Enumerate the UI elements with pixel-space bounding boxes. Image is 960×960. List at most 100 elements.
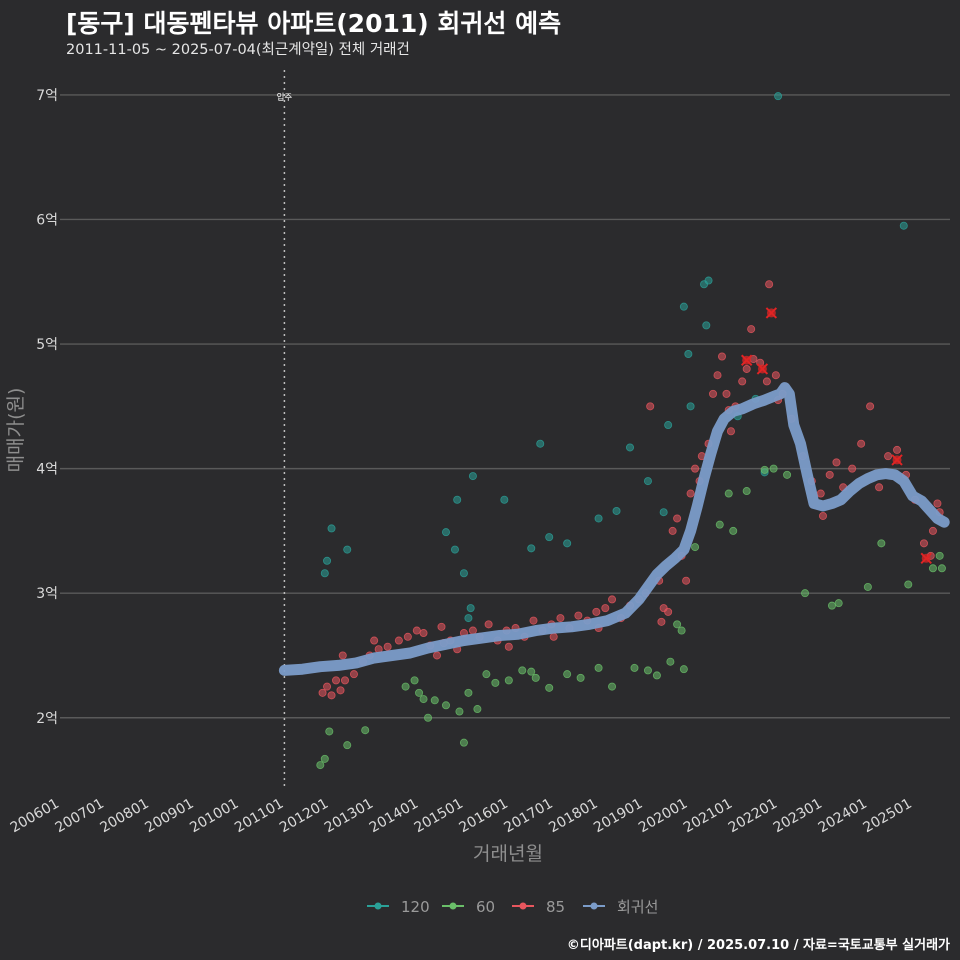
y-tick-label: 3억 (36, 586, 58, 602)
x-tick-label: 202001 (636, 796, 690, 837)
point-120 (686, 402, 695, 411)
recent-trade-x-icon (920, 552, 932, 565)
y-tick-label: 4억 (36, 462, 58, 478)
point-60 (594, 663, 603, 672)
legend-label: 60 (476, 898, 495, 916)
point-60 (424, 713, 433, 722)
point-60 (531, 673, 540, 682)
point-85 (349, 670, 358, 679)
point-120 (450, 545, 459, 554)
point-85 (816, 489, 825, 498)
point-85 (394, 636, 403, 645)
point-85 (608, 595, 617, 604)
point-120 (466, 604, 475, 613)
point-85 (718, 352, 727, 361)
point-60 (473, 705, 482, 714)
point-60 (904, 580, 913, 589)
point-60 (504, 676, 513, 685)
x-tick-label: 201201 (277, 796, 331, 837)
point-120 (536, 439, 545, 448)
point-85 (403, 632, 412, 641)
point-120 (441, 528, 450, 537)
point-85 (884, 452, 893, 461)
x-tick-label: 201601 (457, 796, 511, 837)
point-60 (415, 688, 424, 697)
x-tick-label: 202101 (681, 796, 735, 837)
point-60 (742, 487, 751, 496)
point-85 (419, 629, 428, 638)
point-85 (933, 499, 942, 508)
point-85 (726, 427, 735, 436)
point-85 (668, 526, 677, 535)
point-85 (332, 676, 341, 685)
point-85 (818, 511, 827, 520)
point-60 (877, 539, 886, 548)
chart-title: [동구] 대동펜타뷰 아파트(2011) 회귀선 예측 (66, 9, 562, 38)
y-tick-label: 6억 (36, 212, 58, 228)
point-60 (401, 682, 410, 691)
point-60 (410, 676, 419, 685)
point-85 (370, 636, 379, 645)
legend-label: 85 (546, 898, 565, 916)
point-60 (666, 657, 675, 666)
point-120 (464, 614, 473, 623)
point-120 (320, 569, 329, 578)
point-85 (327, 691, 336, 700)
point-60 (545, 683, 554, 692)
x-tick-label: 201401 (367, 796, 421, 837)
point-60 (783, 470, 792, 479)
point-60 (361, 726, 370, 735)
y-axis-title: 매매가(원) (5, 388, 27, 473)
point-85 (762, 377, 771, 386)
point-120 (702, 321, 711, 330)
point-85 (893, 445, 902, 454)
move-in-label: 입주 (277, 93, 293, 103)
point-120 (704, 276, 713, 285)
chart-subtitle: 2011-11-05 ~ 2025-07-04(최근계약일) 전체 거래건 (66, 42, 410, 58)
x-tick-label: 200801 (97, 796, 151, 837)
point-120 (453, 495, 462, 504)
point-85 (601, 604, 610, 613)
point-85 (875, 483, 884, 492)
x-axis-title: 거래년월 (473, 843, 543, 865)
point-85 (592, 607, 601, 616)
point-60 (491, 678, 500, 687)
point-85 (338, 651, 347, 660)
x-tick-label: 201101 (232, 796, 286, 837)
point-85 (323, 682, 332, 691)
point-85 (433, 651, 442, 660)
x-tick-label: 202201 (726, 796, 780, 837)
regression-line (278, 382, 950, 676)
point-85 (646, 402, 655, 411)
point-60 (459, 738, 468, 747)
point-60 (430, 696, 439, 705)
point-85 (673, 514, 682, 523)
point-85 (574, 611, 583, 620)
point-60 (419, 695, 428, 704)
point-120 (659, 508, 668, 517)
point-85 (771, 371, 780, 380)
point-85 (529, 616, 538, 625)
footer-credit: ©디아파트(dapt.kr) / 2025.07.10 / 자료=국토교통부 실… (566, 938, 950, 953)
point-120 (500, 495, 509, 504)
point-60 (679, 665, 688, 674)
point-60 (608, 682, 617, 691)
point-60 (715, 520, 724, 529)
point-85 (657, 617, 666, 626)
legend-swatch-dot (519, 902, 527, 910)
point-60 (652, 671, 661, 680)
point-85 (691, 464, 700, 473)
x-tick-label: 200901 (142, 796, 196, 837)
point-85 (747, 325, 756, 334)
point-120 (594, 514, 603, 523)
point-60 (724, 489, 733, 498)
point-85 (919, 539, 928, 548)
recent-trade-x-icon (740, 354, 753, 366)
x-tick-label: 201701 (501, 796, 555, 837)
point-85 (825, 470, 834, 479)
legend-label: 120 (401, 898, 430, 916)
legend-swatch-dot (374, 902, 382, 910)
point-60 (527, 667, 536, 676)
point-85 (709, 389, 718, 398)
